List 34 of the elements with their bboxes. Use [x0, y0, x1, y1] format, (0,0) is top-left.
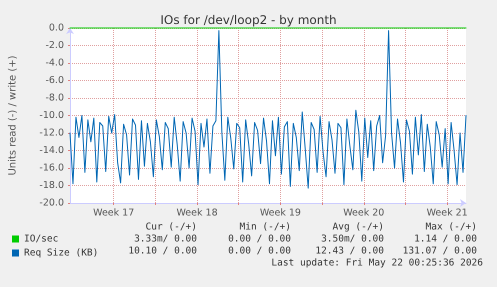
x-tick-label: Week 21 [426, 208, 468, 218]
legend-label: IO/sec [24, 234, 58, 244]
text: 3.50m/ 0.00 [321, 234, 384, 244]
text: Avg (-/+) [332, 222, 384, 232]
chart-title: IOs for /dev/loop2 - by month [160, 13, 337, 27]
text: Min (-/+) [240, 222, 292, 232]
y-tick-label: -10.0 [39, 110, 64, 121]
text: 3.33m/ 0.00 [134, 234, 198, 244]
y-tick-label: -18.0 [39, 180, 64, 191]
text: 0.00 / 0.00 [228, 234, 292, 244]
line-series [70, 30, 466, 189]
x-tick-label: Week 17 [93, 208, 134, 218]
x-tick-label: Week 20 [343, 208, 384, 218]
y-tick-label: -6.0 [45, 75, 64, 86]
legend-label: Req Size (KB) [24, 248, 98, 258]
text: Cur (-/+) [146, 222, 198, 232]
text: 131.07 / 0.00 [402, 246, 478, 256]
x-tick-label: Week 19 [260, 208, 301, 218]
y-tick-label: 0.0 [48, 22, 64, 34]
text: 1.14 / 0.00 [414, 234, 478, 244]
text: Last update: Fri May 22 00:25:36 2026 [271, 258, 484, 268]
y-tick-label: -16.0 [39, 162, 64, 174]
y-tick-label: -14.0 [39, 145, 64, 156]
text: 10.10 / 0.00 [128, 246, 198, 256]
text: 12.43 / 0.00 [315, 246, 384, 256]
y-tick-label: -20.0 [39, 198, 64, 208]
x-tick-label: Week 18 [176, 208, 218, 218]
text: Max (-/+) [426, 222, 478, 232]
y-tick-label: -8.0 [45, 92, 64, 104]
y-tick-label: -12.0 [39, 128, 64, 138]
y-axis-title: Units read (-) / write (+) [8, 55, 18, 176]
y-tick-label: -2.0 [45, 40, 64, 51]
text: 0.00 / 0.00 [228, 246, 292, 256]
y-tick-label: -4.0 [45, 58, 64, 68]
